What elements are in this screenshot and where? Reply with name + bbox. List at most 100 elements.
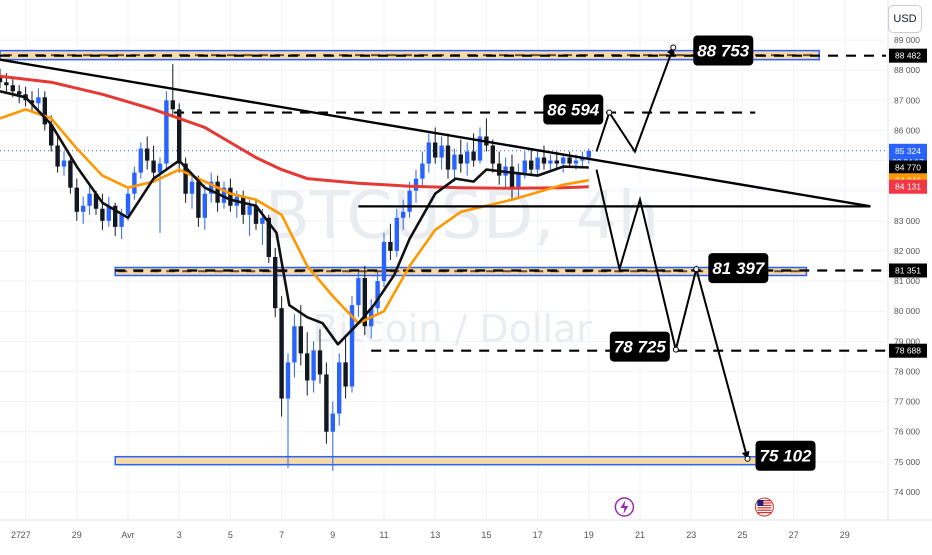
candle-body <box>132 172 137 194</box>
price-ma-black-label: 84 770 <box>895 162 921 172</box>
flag-stripe <box>757 507 772 509</box>
candle-body <box>119 214 124 227</box>
currency-label: USD <box>893 13 917 25</box>
candle-body <box>452 154 457 170</box>
time-tick-label: 5 <box>228 530 233 540</box>
callout-label: 78 725 <box>614 338 667 357</box>
level-78688-tag-label: 78 688 <box>895 346 921 356</box>
flag-stripe <box>757 512 772 514</box>
callout-anchor <box>670 44 677 51</box>
callout-label: 81 397 <box>712 259 766 278</box>
candle-body <box>388 241 393 251</box>
time-tick-label: 29 <box>72 530 82 540</box>
price-tick-label: 87 000 <box>894 95 920 105</box>
candle-body <box>298 326 303 354</box>
callout-anchor <box>606 109 613 116</box>
candle-body <box>324 374 329 432</box>
time-tick-label: 7 <box>279 530 284 540</box>
callout-box <box>693 35 754 66</box>
price-tick-label: 81 000 <box>894 276 920 286</box>
level-88482-tag <box>889 48 927 63</box>
candle-body <box>541 157 547 164</box>
candle-body <box>580 157 585 161</box>
candle-body <box>522 160 527 173</box>
currency-button[interactable]: USD <box>888 5 922 33</box>
candle-body <box>87 193 92 206</box>
candle-body <box>228 187 233 206</box>
time-tick-label: 27 <box>21 530 31 540</box>
time-tick-label: 13 <box>430 530 440 540</box>
candle-body <box>29 100 35 104</box>
price-tick-label: 88 000 <box>894 65 920 75</box>
candle-body <box>113 205 118 227</box>
callout-anchor <box>744 455 751 462</box>
time-tick-label: 25 <box>737 530 747 540</box>
candle-body <box>356 278 361 306</box>
candle-body <box>375 281 380 309</box>
candle-body <box>215 181 220 203</box>
candle-body <box>209 181 214 194</box>
price-tick-label: 78 000 <box>894 366 920 376</box>
callout-anchor <box>693 266 700 273</box>
candle-body <box>55 145 60 167</box>
candle-body <box>317 350 323 375</box>
ma-orange <box>0 108 590 325</box>
candle-body <box>68 160 73 188</box>
candle-body <box>183 163 188 194</box>
flag-stripe <box>757 509 772 511</box>
candle-body <box>100 208 105 221</box>
candle-body <box>106 205 111 221</box>
price-axis: 74 000 75 000 76 000 77 000 78 000 79 000 80 0… <box>887 0 932 520</box>
time-tick-label: 27 <box>11 530 21 540</box>
candle-body <box>241 196 246 215</box>
ma-black <box>0 90 589 346</box>
level-88482-tag-label: 88 482 <box>895 51 921 61</box>
candle-body <box>349 305 355 387</box>
price-tick-label: 79 000 <box>894 336 920 346</box>
candle-body <box>561 157 566 164</box>
candle-body <box>0 76 3 83</box>
candle-body <box>420 163 425 179</box>
candle-body <box>458 154 463 164</box>
candle-body <box>305 353 310 381</box>
flag-stripe <box>757 502 772 504</box>
candle-body <box>330 413 335 432</box>
support-zone-bottom <box>114 455 808 466</box>
callout-label: 75 102 <box>760 447 813 466</box>
time-tick-label: 29 <box>840 530 850 540</box>
target-88753: 88 753 <box>670 35 754 66</box>
callout-box <box>609 331 670 362</box>
price-ma-red-label: 84 131 <box>895 182 921 192</box>
candle-body <box>17 91 22 95</box>
candle-body <box>548 160 553 164</box>
candle-body <box>337 362 342 414</box>
level-81351-tag-label: 81 351 <box>895 265 921 275</box>
candle-body <box>535 157 540 170</box>
level-81351-tag <box>889 263 927 278</box>
target-86594: 86 594 <box>543 94 613 125</box>
lightning-icon <box>620 500 629 514</box>
candle-body <box>196 181 201 218</box>
time-tick-label: 11 <box>379 530 388 540</box>
candle-body <box>567 157 572 164</box>
price-tick-label: 74 000 <box>894 487 920 497</box>
candle-body <box>74 187 79 212</box>
candle-body <box>247 205 252 215</box>
callout-label: 86 594 <box>547 101 600 120</box>
time-tick-label: 15 <box>481 530 491 540</box>
candle-body <box>407 190 412 212</box>
callout-box <box>755 440 816 471</box>
candle-body <box>529 160 534 170</box>
callout-box <box>708 253 769 284</box>
candle-body <box>401 211 406 218</box>
candle-body <box>151 160 156 173</box>
target-75102: 75 102 <box>744 440 816 471</box>
candle-body <box>586 150 591 158</box>
price-tick-label: 75 000 <box>894 457 920 467</box>
candle-body <box>490 145 495 164</box>
candle-body <box>10 85 15 92</box>
candle-body <box>465 151 470 164</box>
time-tick-label: 9 <box>330 530 335 540</box>
